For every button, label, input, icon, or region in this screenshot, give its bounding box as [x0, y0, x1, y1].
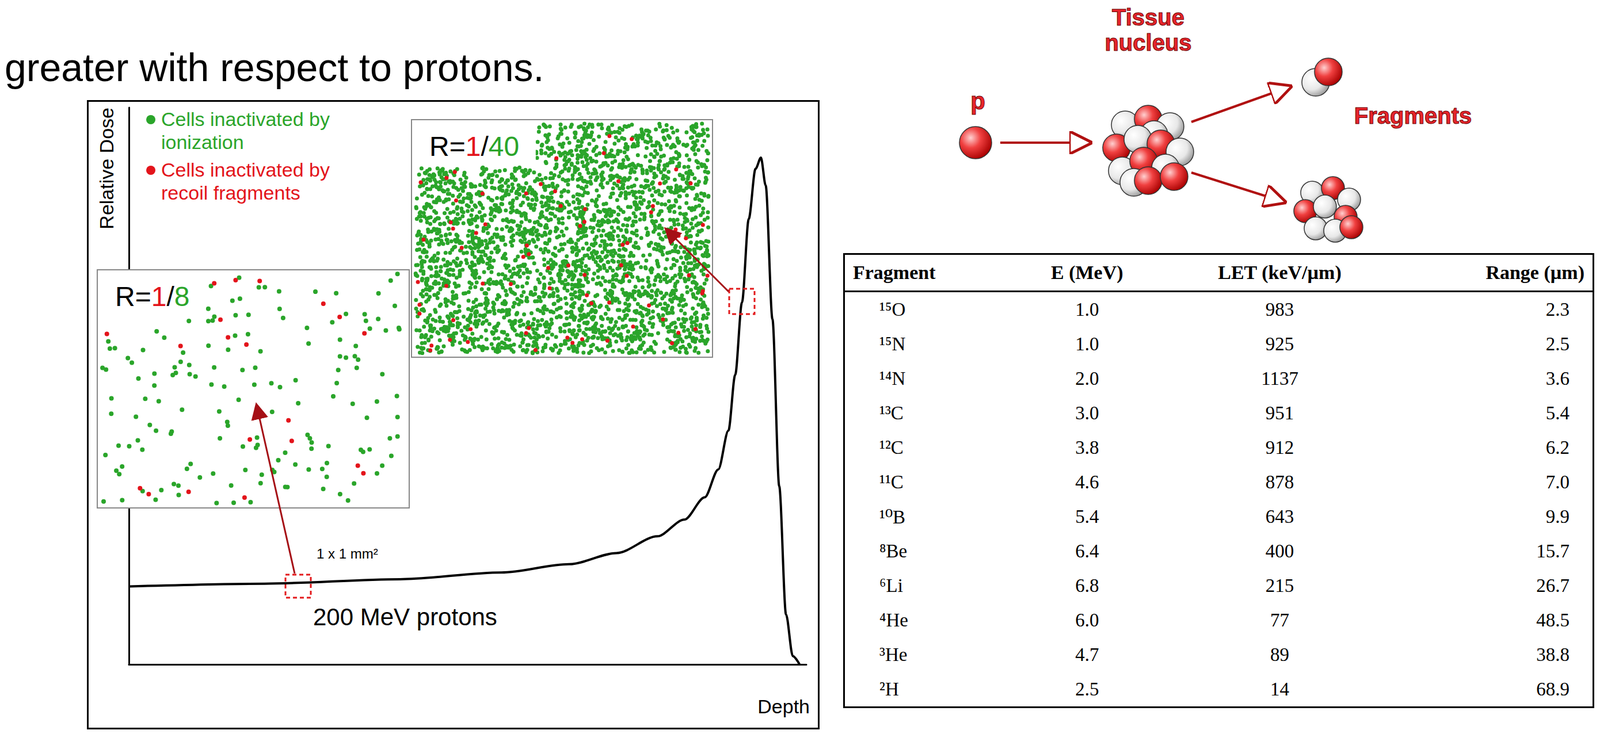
html-text:Depth: Depth	[757, 695, 810, 718]
svg-text:R=1/40: R=1/40	[429, 131, 520, 162]
html-text:¹⁴N: ¹⁴N	[879, 368, 906, 389]
html-text:2.5: 2.5	[1075, 678, 1099, 700]
svg-text:Fragments: Fragments	[1354, 103, 1473, 129]
html-text:878: 878	[1265, 471, 1294, 493]
html-text:4.6: 4.6	[1075, 471, 1099, 493]
html-text:3.8: 3.8	[1075, 437, 1099, 458]
html-text:6.8: 6.8	[1075, 575, 1099, 596]
html-text:1 x 1 mm²: 1 x 1 mm²	[316, 546, 378, 562]
html-text:1.0: 1.0	[1075, 333, 1099, 355]
html-text:2.5: 2.5	[1545, 333, 1570, 355]
html-text:¹⁵N: ¹⁵N	[879, 333, 906, 355]
html-text:¹⁵O: ¹⁵O	[879, 298, 906, 320]
html-text:³He: ³He	[879, 644, 908, 666]
html-text:1.0: 1.0	[1075, 298, 1099, 320]
html-text:9.9: 9.9	[1545, 506, 1570, 527]
html-text:⁴He: ⁴He	[879, 609, 909, 631]
html-text:925: 925	[1265, 333, 1294, 355]
html-text:Cells inactivated by recoil fr: Cells inactivated by recoil fragments	[161, 158, 330, 204]
svg-text:p: p	[970, 87, 986, 115]
html-text:4.7: 4.7	[1075, 644, 1099, 666]
html-text:LET (keV/µm): LET (keV/µm)	[1218, 261, 1342, 284]
html-text:2.0: 2.0	[1075, 368, 1099, 389]
html-text:400: 400	[1265, 540, 1294, 562]
html-text:200 MeV protons: 200 MeV protons	[313, 603, 498, 631]
html-text:Fragment: Fragment	[852, 261, 936, 284]
html-text:77: 77	[1270, 609, 1290, 631]
html-text:6.4: 6.4	[1075, 540, 1099, 562]
html-text:¹¹C: ¹¹C	[879, 471, 904, 493]
html-text:6.2: 6.2	[1545, 437, 1570, 458]
html-text:3.0: 3.0	[1075, 402, 1099, 424]
html-text:¹⁰B: ¹⁰B	[879, 506, 906, 528]
html-text:14: 14	[1270, 678, 1290, 700]
html-text:48.5: 48.5	[1536, 609, 1570, 631]
html-text:912: 912	[1265, 437, 1294, 458]
html-text:5.4: 5.4	[1075, 506, 1099, 527]
svg-text:R=1/8: R=1/8	[115, 281, 190, 312]
svg-text:nucleus: nucleus	[1104, 29, 1192, 56]
html-text:2.3: 2.3	[1545, 298, 1570, 320]
svg-text:Tissue: Tissue	[1111, 4, 1185, 30]
html-text:6.0: 6.0	[1075, 609, 1099, 631]
html-text:E (MeV): E (MeV)	[1050, 261, 1124, 284]
html-text:²H: ²H	[879, 678, 899, 700]
html-text:983: 983	[1265, 298, 1294, 320]
html-text:Relative Dose: Relative Dose	[95, 107, 118, 230]
html-text:5.4: 5.4	[1545, 402, 1570, 424]
html-text:Cells inactivated by ionizatio: Cells inactivated by ionization	[161, 108, 330, 154]
html-text:¹²C: ¹²C	[879, 437, 904, 458]
html-text:7.0: 7.0	[1545, 471, 1570, 493]
html-text:38.8: 38.8	[1536, 644, 1570, 666]
html-text:3.6: 3.6	[1545, 368, 1570, 389]
html-text:89: 89	[1270, 644, 1290, 666]
html-text:643: 643	[1265, 506, 1294, 527]
html-text:Range (µm): Range (µm)	[1485, 261, 1585, 284]
html-text:26.7: 26.7	[1536, 575, 1570, 596]
html-text:215: 215	[1265, 575, 1294, 596]
html-text:greater with respect to proton: greater with respect to protons.	[4, 45, 545, 90]
html-text:1137: 1137	[1261, 368, 1299, 389]
html-text:951: 951	[1265, 402, 1294, 424]
html-text:¹³C: ¹³C	[879, 402, 904, 424]
html-text:15.7: 15.7	[1536, 540, 1570, 562]
html-text:⁶Li: ⁶Li	[879, 575, 903, 596]
html-text:68.9: 68.9	[1536, 678, 1570, 700]
html-text:⁸Be: ⁸Be	[879, 540, 908, 562]
